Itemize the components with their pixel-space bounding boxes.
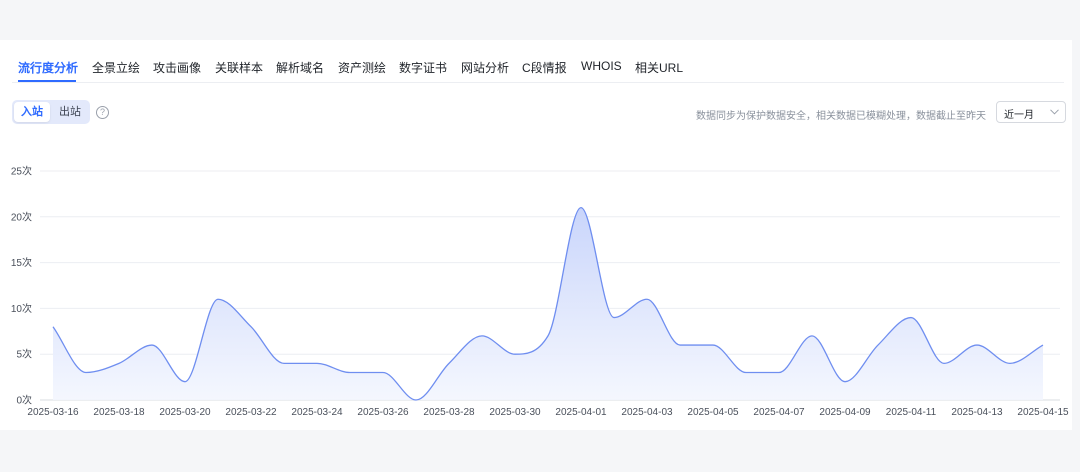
y-tick-label: 0次	[16, 394, 32, 407]
x-tick-label: 2025-03-20	[159, 407, 211, 418]
tab-digital-certificates[interactable]: 数字证书	[399, 61, 448, 75]
chevron-down-icon	[1050, 109, 1059, 115]
series-area	[53, 207, 1043, 400]
x-tick-label: 2025-03-18	[93, 407, 145, 418]
data-notice: 数据同步为保护数据安全，相关数据已模糊处理，数据截止至昨天	[696, 111, 986, 122]
x-tick-label: 2025-03-26	[357, 407, 409, 418]
tab-asset-mapping[interactable]: 资产测绘	[338, 61, 387, 75]
active-tab-indicator	[18, 80, 76, 82]
tab-bar: 流行度分析 全景立绘 攻击画像 关联样本 解析域名 资产测绘 数字证书 网站分析…	[12, 52, 1064, 83]
x-tick-label: 2025-04-03	[621, 407, 673, 418]
time-range-value: 近一月	[1004, 110, 1034, 121]
y-tick-label: 20次	[11, 210, 32, 223]
direction-toggle: 入站 出站	[12, 100, 90, 124]
tab-popularity-analysis[interactable]: 流行度分析	[18, 61, 79, 75]
x-tick-label: 2025-04-07	[753, 407, 805, 418]
tab-attack-profile[interactable]: 攻击画像	[153, 61, 202, 75]
tab-related-samples[interactable]: 关联样本	[215, 61, 264, 75]
tab-resolved-domains[interactable]: 解析域名	[276, 61, 325, 75]
tab-related-url[interactable]: 相关URL	[635, 61, 684, 75]
x-tick-label: 2025-03-30	[489, 407, 541, 418]
time-range-select[interactable]: 近一月	[996, 101, 1066, 123]
y-tick-label: 25次	[11, 165, 32, 178]
series-line	[52, 206, 1044, 401]
help-icon[interactable]: ?	[96, 106, 109, 119]
x-tick-label: 2025-03-28	[423, 407, 475, 418]
x-tick-label: 2025-04-09	[819, 407, 871, 418]
x-tick-label: 2025-04-11	[886, 407, 937, 418]
x-tick-label: 2025-03-16	[27, 407, 79, 418]
y-tick-label: 10次	[11, 302, 32, 315]
x-tick-label: 2025-04-01	[555, 407, 607, 418]
tab-whois[interactable]: WHOIS	[581, 59, 622, 73]
y-tick-label: 5次	[16, 348, 32, 361]
outbound-button[interactable]: 出站	[59, 106, 81, 118]
x-tick-label: 2025-04-15	[1017, 407, 1069, 418]
x-tick-label: 2025-03-22	[225, 407, 277, 418]
popularity-analysis-panel: 流行度分析 全景立绘 攻击画像 关联样本 解析域名 资产测绘 数字证书 网站分析…	[0, 40, 1072, 430]
y-tick-label: 15次	[11, 256, 32, 269]
x-tick-label: 2025-04-05	[687, 407, 739, 418]
tab-c-segment-intel[interactable]: C段情报	[522, 61, 567, 75]
inbound-button[interactable]: 入站	[14, 102, 50, 122]
popularity-chart: 0次 5次 10次 15次 20次 25次 2025-03-16 2025-03-18 202…	[11, 165, 1069, 419]
x-tick-label: 2025-04-13	[951, 407, 1003, 418]
x-tick-label: 2025-03-24	[291, 407, 343, 418]
tab-website-analysis[interactable]: 网站分析	[461, 61, 510, 75]
tab-panorama[interactable]: 全景立绘	[92, 61, 141, 75]
